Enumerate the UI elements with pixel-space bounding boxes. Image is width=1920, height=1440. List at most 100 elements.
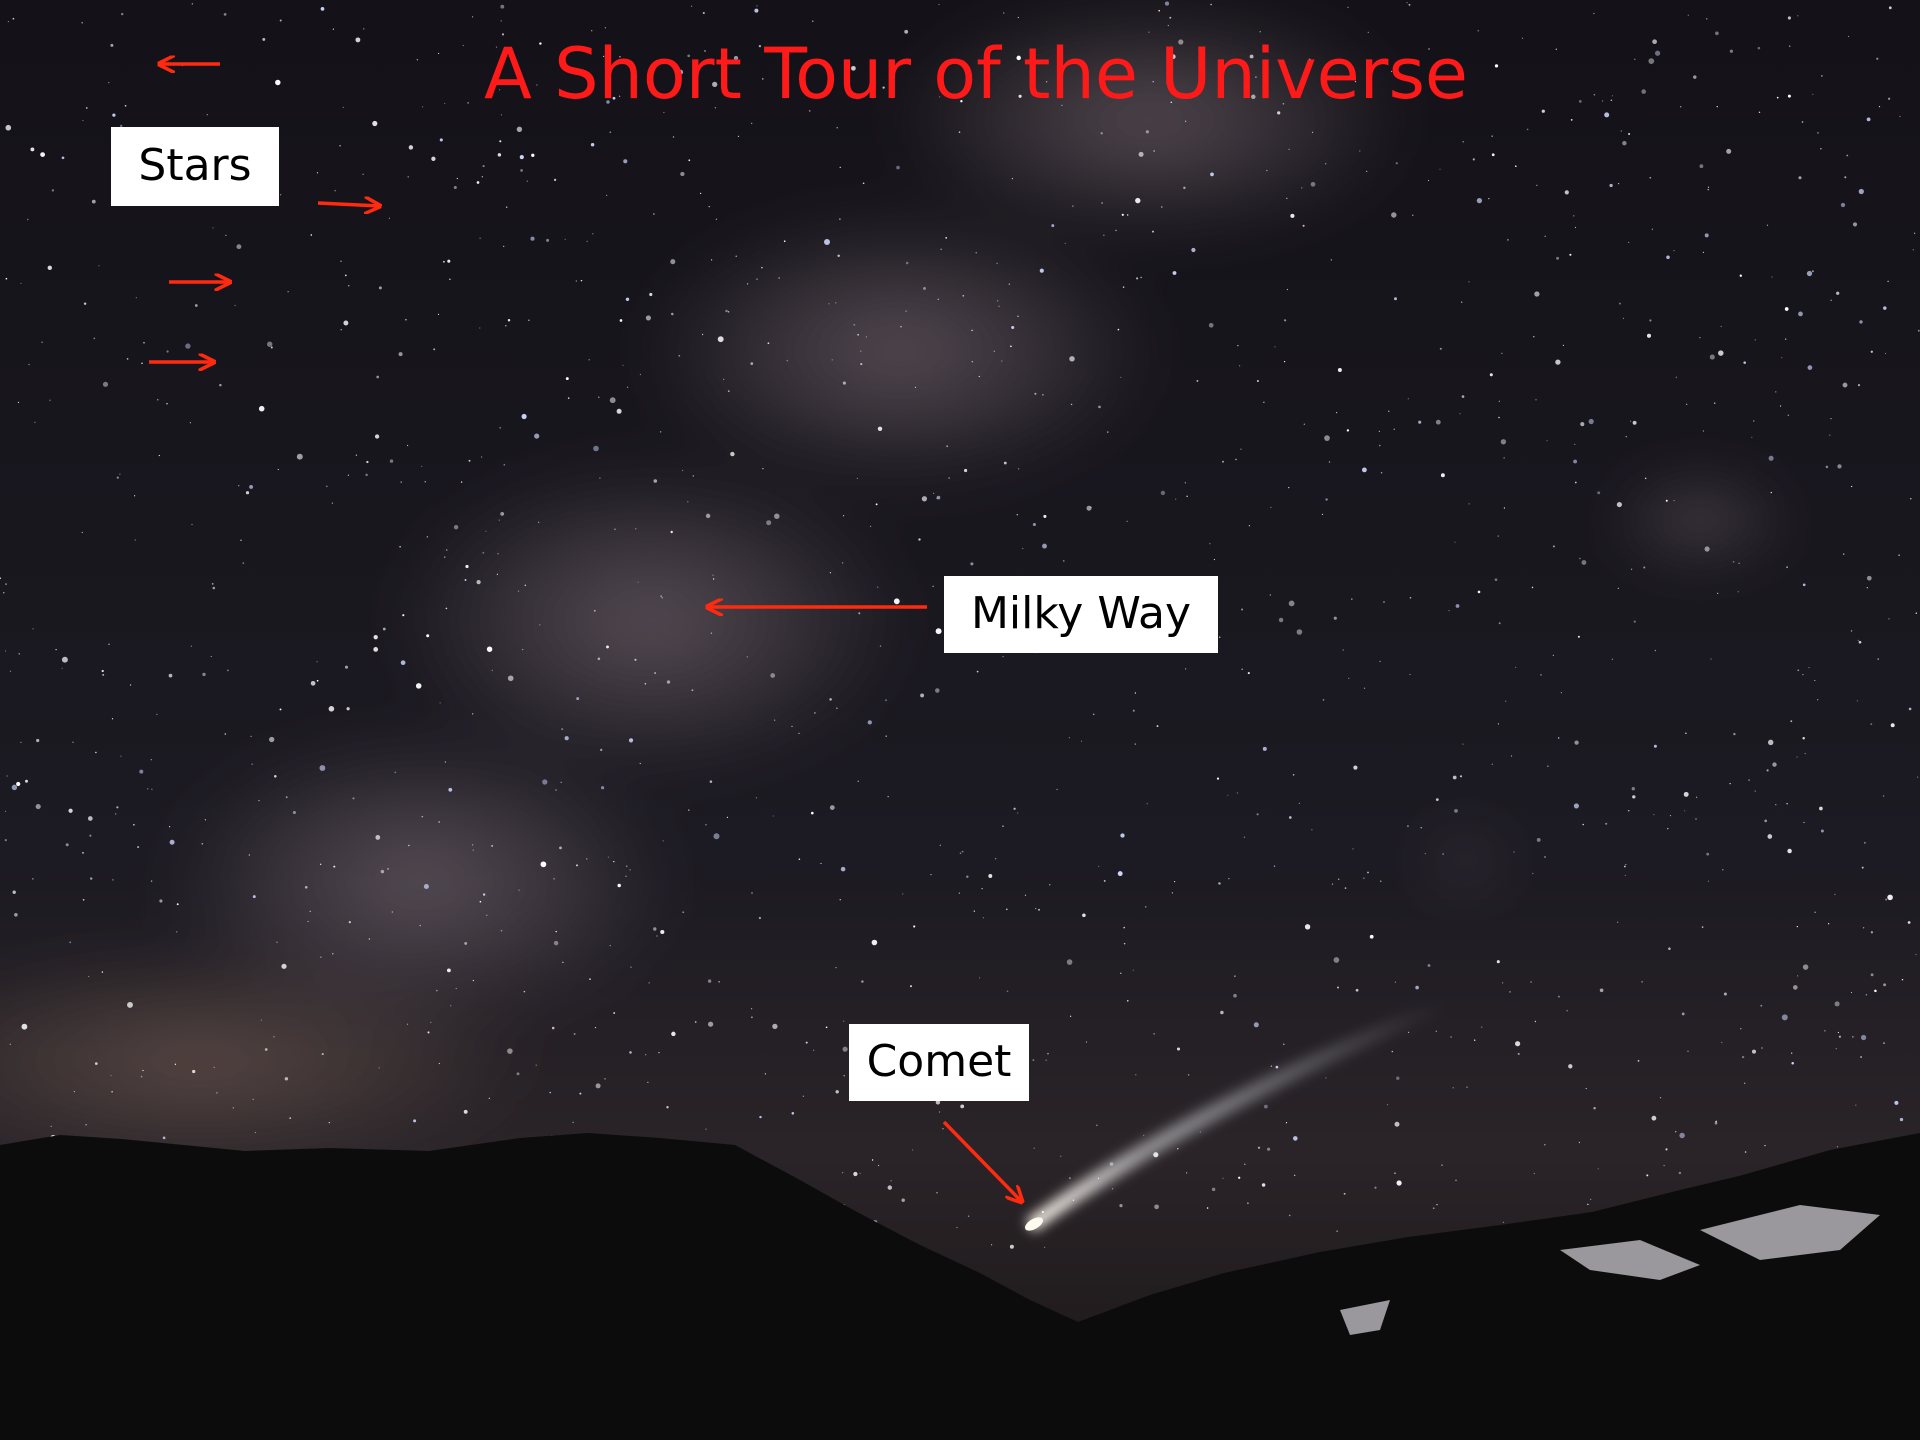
star [1867,118,1871,122]
star [253,895,256,898]
star [1797,669,1799,671]
star [667,680,670,683]
star [1676,377,1677,378]
star [1436,1031,1437,1032]
star [1695,818,1696,819]
star [1535,399,1536,400]
star [1699,164,1703,168]
star [1894,1101,1898,1105]
star [1165,2,1169,6]
star [1851,486,1852,487]
star [1771,492,1772,493]
star [224,13,227,16]
star [1699,337,1700,338]
star [1883,795,1884,796]
star [130,684,131,685]
star [374,635,378,639]
star [562,962,563,963]
star [1065,243,1066,244]
star [708,1022,713,1027]
star [1544,1144,1545,1145]
star [6,278,8,280]
star [261,1020,262,1021]
star [472,713,473,714]
star [1135,692,1136,693]
star [1174,881,1175,882]
star [1035,908,1036,909]
star [878,1165,879,1166]
star [939,1111,940,1112]
star [499,520,500,521]
star [940,845,941,846]
star [1518,1053,1520,1055]
star [1161,491,1165,495]
star [1802,674,1803,675]
star [1395,1122,1400,1127]
star [682,911,684,913]
star [1146,130,1149,133]
star [784,240,786,242]
star [1511,755,1512,756]
star [1266,170,1267,171]
star [1009,283,1010,284]
star [705,824,706,825]
star [1679,1133,1684,1138]
star [1118,871,1123,876]
star [1070,1016,1071,1017]
star [1579,558,1581,560]
star [1580,422,1584,426]
star [1604,112,1609,117]
star [1284,319,1286,321]
star [1687,1051,1688,1052]
star [750,362,753,365]
star [824,239,830,245]
star [479,238,480,239]
star [671,1032,675,1036]
star [1915,954,1916,955]
star [1042,544,1047,549]
star [1367,872,1369,874]
star [1780,405,1781,406]
star [506,207,507,208]
star [756,5,757,6]
star [1686,404,1687,405]
star [5,650,6,651]
star [1910,498,1911,499]
star [1663,1165,1664,1166]
star [286,796,288,798]
star [454,186,457,189]
star [1797,926,1798,927]
star [321,7,325,11]
star [1408,398,1409,399]
star [1415,986,1419,990]
star [86,1124,87,1125]
star [205,819,206,820]
star [891,1180,892,1181]
star [1002,825,1003,826]
star [425,481,426,482]
star [112,718,113,719]
star [1436,420,1441,425]
star [608,857,609,858]
star [409,145,413,149]
star [1478,30,1480,32]
star [630,869,631,870]
star [1293,774,1294,775]
star [1515,1041,1520,1046]
star [1888,618,1889,619]
star [902,893,903,894]
star [18,402,19,403]
star [443,261,445,263]
star [1733,561,1735,563]
star [716,219,717,220]
star [1338,879,1339,880]
star [405,319,406,320]
star [1859,189,1864,194]
star [252,764,253,765]
star [710,780,713,783]
star [568,397,570,399]
star [1462,395,1465,398]
star [614,529,615,530]
star [1803,583,1806,586]
star [778,277,779,278]
